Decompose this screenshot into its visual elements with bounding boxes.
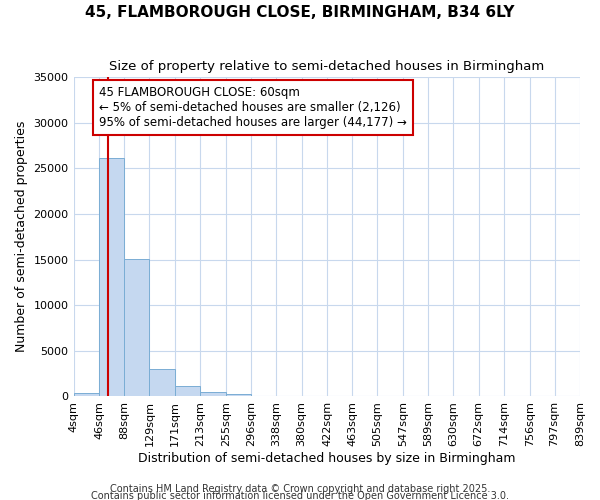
Bar <box>200 392 226 396</box>
Text: 45, FLAMBOROUGH CLOSE, BIRMINGHAM, B34 6LY: 45, FLAMBOROUGH CLOSE, BIRMINGHAM, B34 6… <box>85 5 515 20</box>
Title: Size of property relative to semi-detached houses in Birmingham: Size of property relative to semi-detach… <box>109 60 544 73</box>
Bar <box>226 394 251 396</box>
Bar <box>99 158 124 396</box>
Bar <box>124 258 149 396</box>
Y-axis label: Number of semi-detached properties: Number of semi-detached properties <box>15 121 28 352</box>
Bar <box>149 368 175 396</box>
Text: 45 FLAMBOROUGH CLOSE: 60sqm
← 5% of semi-detached houses are smaller (2,126)
95%: 45 FLAMBOROUGH CLOSE: 60sqm ← 5% of semi… <box>99 86 407 129</box>
Text: Contains public sector information licensed under the Open Government Licence 3.: Contains public sector information licen… <box>91 491 509 500</box>
Text: Contains HM Land Registry data © Crown copyright and database right 2025.: Contains HM Land Registry data © Crown c… <box>110 484 490 494</box>
Bar <box>175 386 200 396</box>
Bar <box>74 393 99 396</box>
X-axis label: Distribution of semi-detached houses by size in Birmingham: Distribution of semi-detached houses by … <box>138 452 515 465</box>
